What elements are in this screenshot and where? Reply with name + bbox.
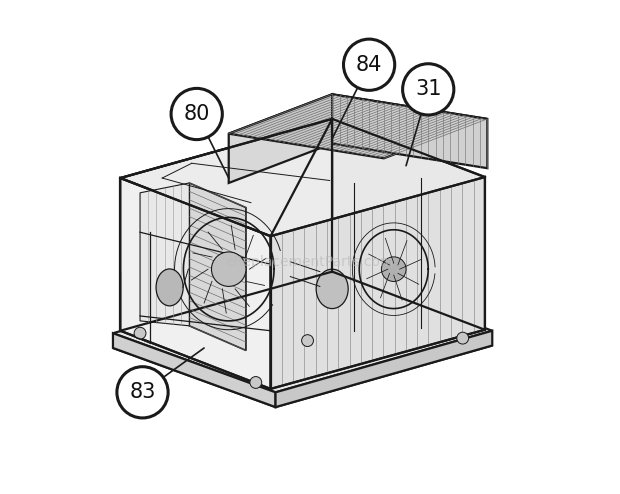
- Polygon shape: [229, 94, 332, 183]
- Polygon shape: [120, 119, 332, 331]
- Circle shape: [381, 257, 406, 282]
- Ellipse shape: [316, 269, 348, 309]
- Text: 31: 31: [415, 80, 441, 99]
- Text: 80: 80: [184, 104, 210, 124]
- Circle shape: [402, 64, 454, 115]
- Circle shape: [171, 88, 223, 140]
- Polygon shape: [189, 183, 246, 350]
- Circle shape: [343, 39, 395, 90]
- Circle shape: [250, 376, 262, 388]
- Polygon shape: [113, 287, 492, 407]
- Text: 84: 84: [356, 55, 383, 75]
- Text: eReplacementParts.com: eReplacementParts.com: [226, 255, 394, 269]
- Polygon shape: [140, 183, 189, 326]
- Polygon shape: [275, 331, 492, 407]
- Circle shape: [211, 252, 246, 287]
- Polygon shape: [270, 177, 485, 389]
- Circle shape: [134, 328, 146, 339]
- Polygon shape: [332, 94, 487, 168]
- Ellipse shape: [156, 269, 183, 306]
- Polygon shape: [332, 119, 485, 330]
- Polygon shape: [113, 272, 492, 392]
- Circle shape: [301, 334, 314, 346]
- Circle shape: [117, 367, 168, 418]
- Polygon shape: [120, 178, 270, 389]
- Polygon shape: [113, 333, 275, 407]
- Circle shape: [457, 332, 469, 344]
- Text: 83: 83: [130, 382, 156, 402]
- Polygon shape: [229, 94, 487, 159]
